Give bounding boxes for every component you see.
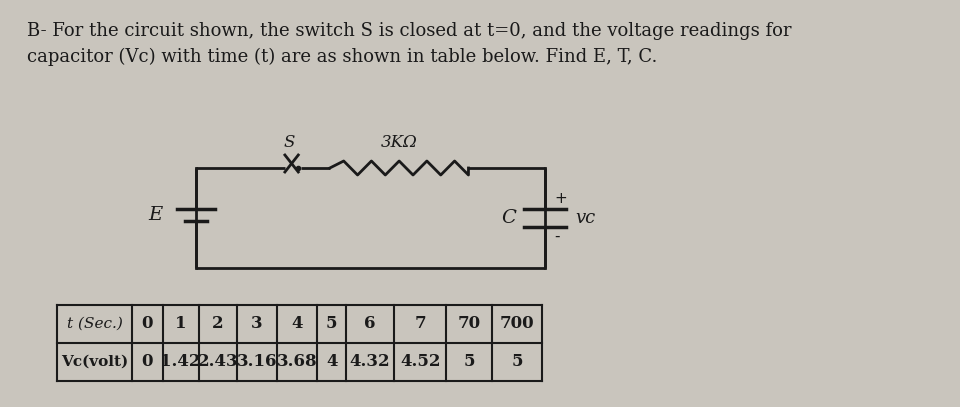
Text: 0: 0 (141, 315, 153, 333)
Text: B- For the circuit shown, the switch S is closed at t=0, and the voltage reading: B- For the circuit shown, the switch S i… (27, 22, 791, 40)
Text: 7: 7 (415, 315, 426, 333)
Text: 4.32: 4.32 (349, 354, 391, 370)
Text: S: S (283, 134, 295, 151)
Text: 70: 70 (458, 315, 481, 333)
Text: 0: 0 (141, 354, 153, 370)
Text: 3.16: 3.16 (237, 354, 277, 370)
Text: Vc(volt): Vc(volt) (61, 355, 129, 369)
Text: 3: 3 (252, 315, 263, 333)
Text: -: - (555, 229, 560, 244)
Text: +: + (555, 191, 567, 206)
Text: 4.52: 4.52 (400, 354, 441, 370)
Text: 4: 4 (292, 315, 303, 333)
Text: 700: 700 (500, 315, 535, 333)
Text: 3KΩ: 3KΩ (381, 134, 418, 151)
Text: C: C (501, 209, 516, 227)
Text: 4: 4 (326, 354, 338, 370)
Text: vc: vc (576, 209, 596, 227)
Text: 1.42: 1.42 (160, 354, 201, 370)
Text: 1: 1 (175, 315, 186, 333)
Text: 2: 2 (212, 315, 224, 333)
Text: 5: 5 (326, 315, 338, 333)
Text: 5: 5 (512, 354, 523, 370)
Text: capacitor (Vc) with time (t) are as shown in table below. Find E, T, C.: capacitor (Vc) with time (t) are as show… (27, 48, 658, 66)
Text: 6: 6 (364, 315, 375, 333)
Text: 2.43: 2.43 (198, 354, 238, 370)
Text: 5: 5 (464, 354, 475, 370)
Text: t (Sec.): t (Sec.) (66, 317, 123, 331)
Text: E: E (149, 206, 163, 224)
Text: 3.68: 3.68 (277, 354, 318, 370)
